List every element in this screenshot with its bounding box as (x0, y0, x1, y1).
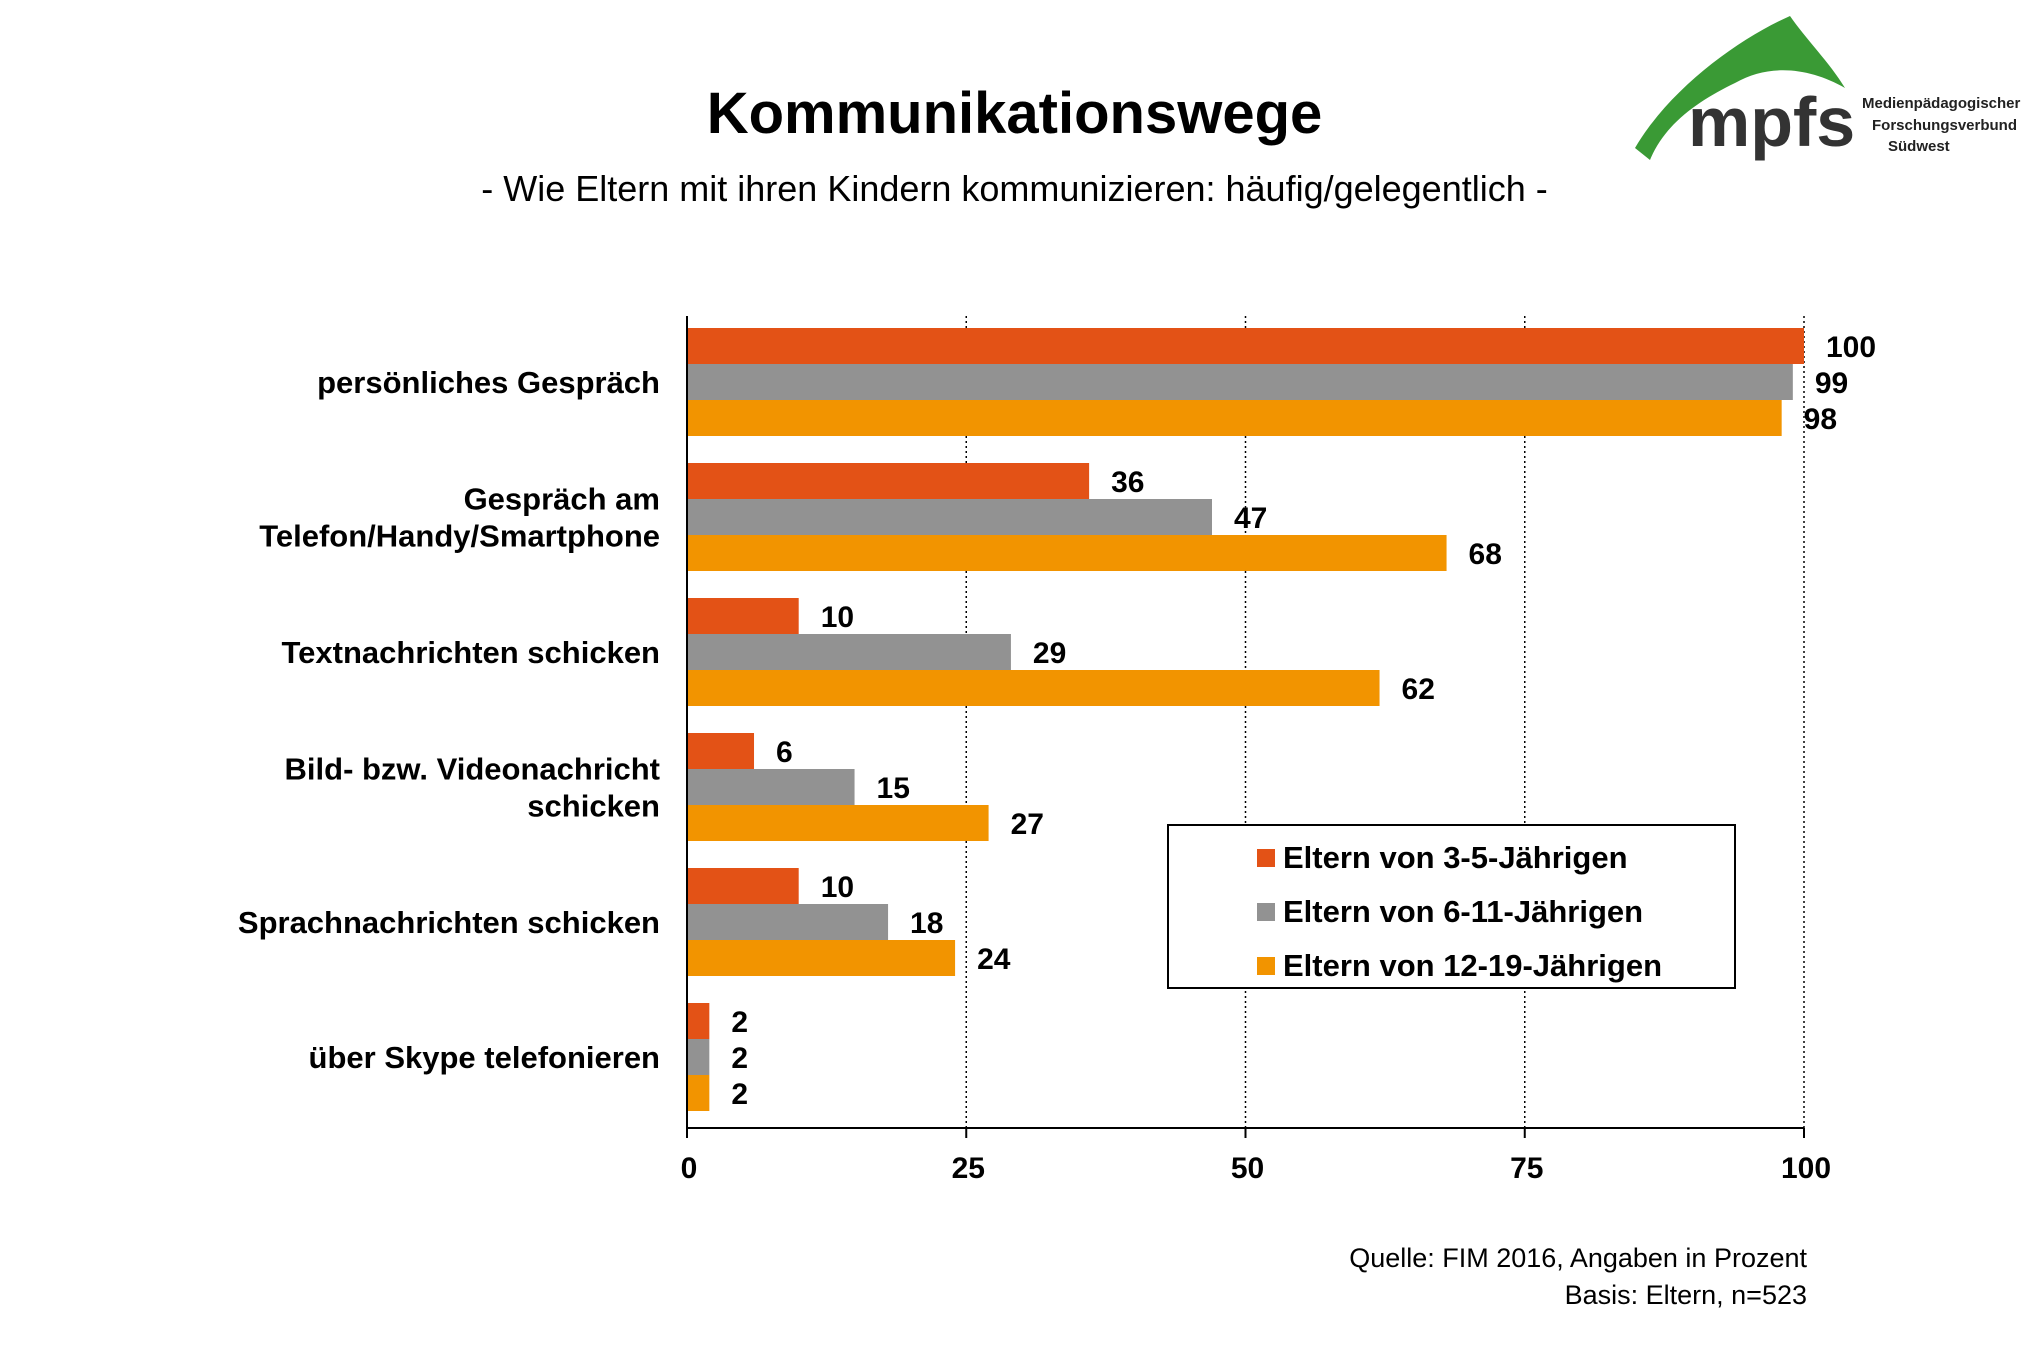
value-label-5-2: 2 (731, 1078, 748, 1111)
value-label-0-0: 100 (1826, 331, 1876, 364)
value-label-2-1: 29 (1033, 637, 1066, 670)
value-label-4-0: 10 (821, 871, 854, 904)
bar-0-2 (687, 400, 1782, 436)
value-label-3-1: 15 (877, 772, 910, 805)
value-label-3-2: 27 (1011, 808, 1044, 841)
legend-swatch-12-19 (1257, 957, 1275, 975)
value-label-5-0: 2 (731, 1006, 748, 1039)
x-tick-label-50: 50 (1231, 1152, 1264, 1185)
legend-swatch-3-5 (1257, 849, 1275, 867)
category-label-1-1: Telefon/Handy/Smartphone (259, 519, 660, 554)
bar-2-1 (687, 634, 1011, 670)
source-note: Quelle: FIM 2016, Angaben in Prozent Bas… (1349, 1240, 1807, 1314)
value-label-1-0: 36 (1111, 466, 1144, 499)
x-tick-label-0: 0 (681, 1152, 698, 1185)
logo-line-1: Medienpädagogischer (1862, 95, 2021, 112)
bar-2-0 (687, 598, 799, 634)
bar-2-2 (687, 670, 1380, 706)
value-label-3-0: 6 (776, 736, 793, 769)
x-tick-label-75: 75 (1510, 1152, 1543, 1185)
legend-label-12-19: Eltern von 12-19-Jährigen (1283, 948, 1663, 983)
value-label-2-0: 10 (821, 601, 854, 634)
category-label-5-0: über Skype telefonieren (309, 1040, 660, 1075)
chart-subtitle: - Wie Eltern mit ihren Kindern kommunizi… (481, 168, 1548, 209)
category-label-2-0: Textnachrichten schicken (282, 635, 660, 670)
x-tick-label-100: 100 (1781, 1152, 1831, 1185)
bar-4-0 (687, 868, 799, 904)
bar-1-2 (687, 535, 1447, 571)
value-label-4-2: 24 (977, 943, 1011, 976)
x-tick-label-25: 25 (952, 1152, 985, 1185)
bar-3-2 (687, 805, 989, 841)
bar-1-0 (687, 463, 1090, 499)
bar-0-1 (687, 364, 1793, 400)
value-label-1-1: 47 (1234, 502, 1267, 535)
value-label-2-2: 62 (1402, 673, 1435, 706)
legend-item-6-11: Eltern von 6-11-Jährigen (1257, 894, 1643, 930)
bar-0-0 (687, 328, 1804, 364)
value-label-4-1: 18 (910, 907, 943, 940)
category-label-1-0: Gespräch am (464, 482, 660, 517)
bar-5-1 (687, 1039, 710, 1075)
legend-item-3-5: Eltern von 3-5-Jährigen (1257, 840, 1628, 876)
bar-5-2 (687, 1075, 710, 1111)
logo-roof-icon (1635, 16, 1845, 160)
legend-item-12-19: Eltern von 12-19-Jährigen (1257, 948, 1662, 984)
basis-text: Basis: Eltern, n=523 (1564, 1280, 1807, 1310)
mpfs-logo: mpfs Medienpädagogischer Forschungsverbu… (1635, 16, 2021, 161)
bar-4-1 (687, 904, 889, 940)
legend-swatch-6-11 (1257, 903, 1275, 921)
bar-5-0 (687, 1003, 710, 1039)
legend-label-3-5: Eltern von 3-5-Jährigen (1283, 840, 1628, 875)
bar-3-1 (687, 769, 855, 805)
legend-label-6-11: Eltern von 6-11-Jährigen (1283, 894, 1644, 929)
logo-line-2: Forschungsverbund (1872, 117, 2017, 134)
logo-line-3: Südwest (1888, 138, 1950, 155)
category-label-3-1: schicken (527, 789, 660, 824)
value-label-5-1: 2 (731, 1042, 748, 1075)
value-label-1-2: 68 (1469, 538, 1502, 571)
legend: Eltern von 3-5-Jährigen Eltern von 6-11-… (1167, 824, 1736, 989)
source-text: Quelle: FIM 2016, Angaben in Prozent (1349, 1243, 1807, 1273)
logo-brand: mpfs (1688, 83, 1855, 161)
bar-4-2 (687, 940, 956, 976)
bar-3-0 (687, 733, 755, 769)
value-label-0-2: 98 (1804, 403, 1837, 436)
chart-title: Kommunikationswege (706, 81, 1323, 146)
bar-1-1 (687, 499, 1212, 535)
category-label-4-0: Sprachnachrichten schicken (238, 905, 660, 940)
category-label-0-0: persönliches Gespräch (317, 365, 660, 400)
value-label-0-1: 99 (1815, 367, 1848, 400)
category-label-3-0: Bild- bzw. Videonachricht (285, 752, 660, 787)
